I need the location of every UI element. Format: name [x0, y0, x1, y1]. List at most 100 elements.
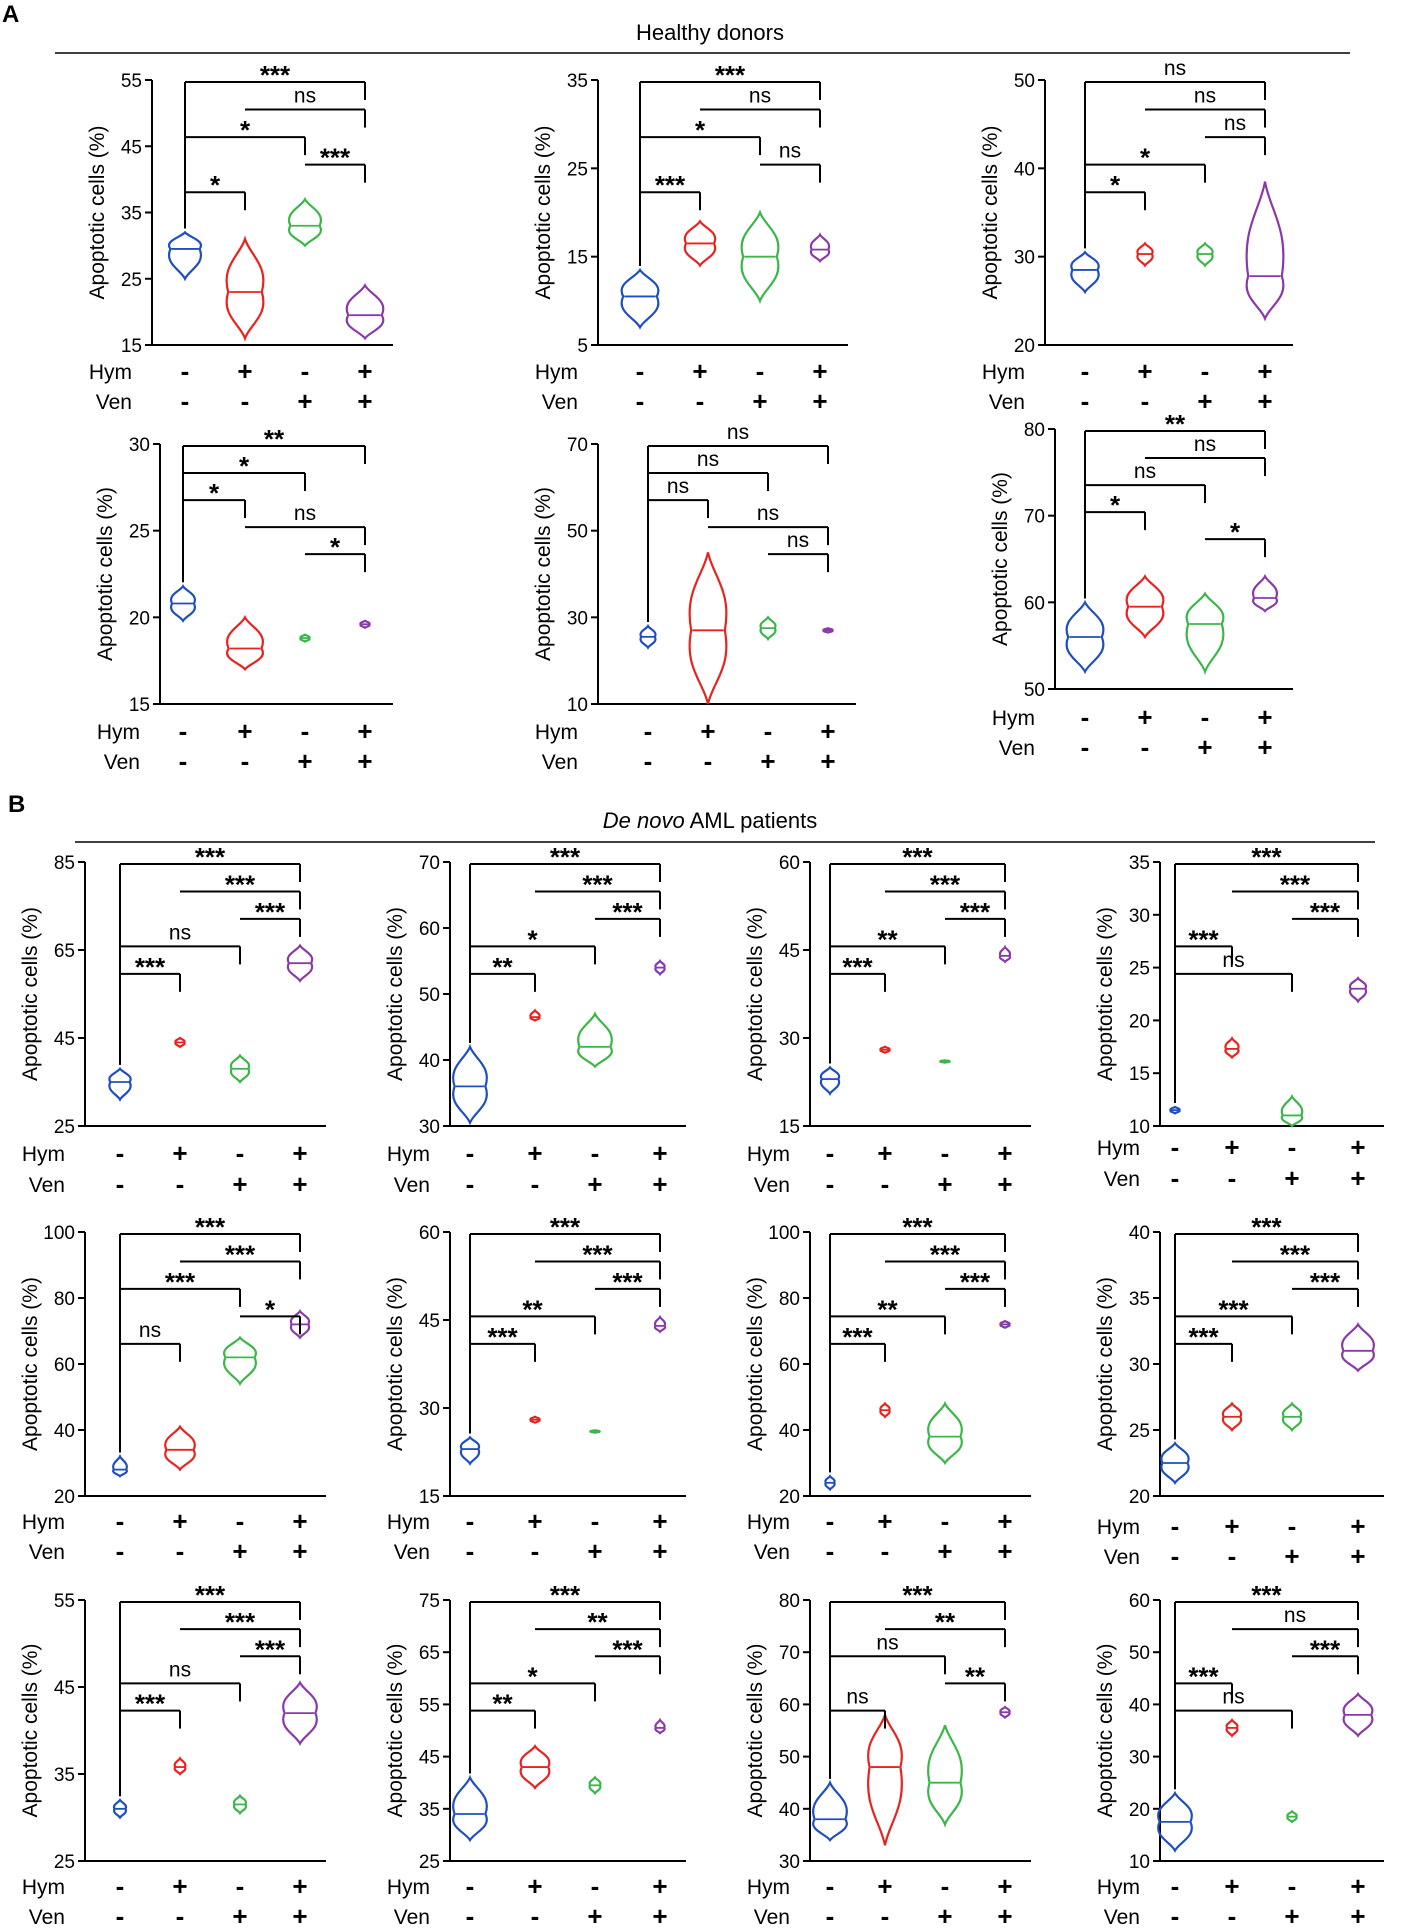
y-tick-label: 35: [54, 1765, 75, 1786]
sig-label: *: [265, 1294, 276, 1324]
hym-sign: -: [236, 1871, 245, 1901]
violin-4: [654, 1717, 666, 1735]
violin-2: [1221, 1401, 1243, 1433]
ven-sign: -: [531, 1901, 540, 1931]
ven-sign: -: [704, 746, 713, 776]
sig-label: ***: [225, 869, 256, 899]
sig-label: ns: [1164, 57, 1186, 80]
ven-sign: -: [1171, 1541, 1180, 1571]
y-tick-label: 25: [121, 270, 142, 291]
violin-3: [1281, 1401, 1303, 1433]
violin-1: [1157, 1790, 1193, 1853]
ven-sign: -: [466, 1901, 475, 1931]
y-tick-label: 30: [1129, 1355, 1150, 1376]
hym-row-label: Hym: [387, 1511, 430, 1534]
violin-3: [740, 209, 780, 305]
ven-sign: +: [997, 1536, 1012, 1566]
sig-label: ns: [787, 529, 809, 552]
y-tick-label: 25: [419, 1852, 440, 1873]
sig-label: ns: [294, 502, 316, 525]
violin-1: [112, 1453, 128, 1478]
violin-2: [164, 1424, 196, 1472]
hym-sign: -: [236, 1138, 245, 1168]
y-tick-label: 50: [567, 522, 588, 543]
ven-sign: -: [1228, 1541, 1237, 1571]
sig-label: ns: [1194, 433, 1216, 456]
hym-sign: -: [941, 1138, 950, 1168]
y-tick-label: 85: [54, 853, 75, 874]
violin-3: [927, 1400, 963, 1466]
ven-row-label: Ven: [1104, 1168, 1140, 1191]
sig-label: ***: [320, 143, 351, 173]
violin-3: [1196, 241, 1214, 268]
ven-sign: -: [644, 746, 653, 776]
ven-sign: -: [116, 1901, 125, 1931]
violin-3: [232, 1793, 248, 1816]
sig-label: ns: [294, 85, 316, 108]
hym-sign: -: [826, 1871, 835, 1901]
ven-sign: -: [179, 746, 188, 776]
y-tick-label: 60: [1129, 1591, 1150, 1612]
y-tick-label: 40: [779, 1421, 800, 1442]
hym-sign: -: [1288, 1132, 1297, 1162]
violin-2: [688, 552, 728, 705]
y-tick-label: 40: [1129, 1223, 1150, 1244]
sig-label: ***: [612, 1267, 643, 1297]
ven-sign: +: [937, 1169, 952, 1199]
y-tick-label: 10: [1129, 1852, 1150, 1873]
y-tick-label: 10: [567, 695, 588, 716]
ven-sign: -: [696, 386, 705, 416]
ven-sign: -: [1228, 1163, 1237, 1193]
y-axis-label: Apoptotic cells (%): [979, 126, 1002, 300]
hym-row-label: Hym: [535, 361, 578, 384]
ven-row-label: Ven: [394, 1541, 430, 1564]
violin-3: [939, 1059, 951, 1064]
ven-sign: +: [1197, 732, 1212, 762]
hym-row-label: Hym: [97, 721, 140, 744]
sig-label: **: [492, 952, 513, 982]
ven-sign: +: [297, 746, 312, 776]
y-axis-label: Apoptotic cells (%): [19, 907, 42, 1081]
violin-3: [223, 1335, 257, 1387]
hym-sign: -: [116, 1871, 125, 1901]
y-tick-label: 20: [1014, 336, 1035, 357]
sig-label: **: [587, 1607, 608, 1637]
y-tick-label: 70: [419, 853, 440, 874]
hym-row-label: Hym: [387, 1143, 430, 1166]
violin-4: [998, 944, 1012, 964]
ven-sign: +: [1257, 386, 1272, 416]
y-tick-label: 45: [419, 1311, 440, 1332]
sig-label: ***: [1251, 842, 1282, 872]
y-tick-label: 30: [419, 1117, 440, 1138]
hym-sign: -: [1171, 1871, 1180, 1901]
violin-4: [653, 1314, 667, 1334]
hym-sign: +: [527, 1138, 542, 1168]
sig-label: **: [877, 1294, 898, 1324]
violin-1: [452, 1043, 488, 1126]
violin-4: [1342, 1691, 1374, 1738]
sig-label: *: [1230, 517, 1241, 547]
hym-sign: +: [237, 356, 252, 386]
ven-sign: +: [232, 1901, 247, 1931]
ven-row-label: Ven: [1104, 1906, 1140, 1929]
ven-sign: +: [297, 386, 312, 416]
y-tick-label: 20: [779, 1487, 800, 1508]
panel-a-title: Healthy donors: [636, 20, 784, 45]
ven-sign: -: [176, 1536, 185, 1566]
sig-label: ***: [550, 842, 581, 872]
sig-label: ns: [1222, 1686, 1244, 1709]
violin-2: [173, 1756, 187, 1776]
hym-sign: +: [172, 1871, 187, 1901]
hym-sign: -: [116, 1138, 125, 1168]
y-tick-label: 25: [567, 159, 588, 180]
y-tick-label: 70: [779, 1643, 800, 1664]
violin-4: [1251, 573, 1279, 613]
y-tick-label: 20: [1129, 1487, 1150, 1508]
y-tick-label: 30: [567, 608, 588, 629]
hym-sign: +: [172, 1506, 187, 1536]
hym-sign: +: [877, 1138, 892, 1168]
